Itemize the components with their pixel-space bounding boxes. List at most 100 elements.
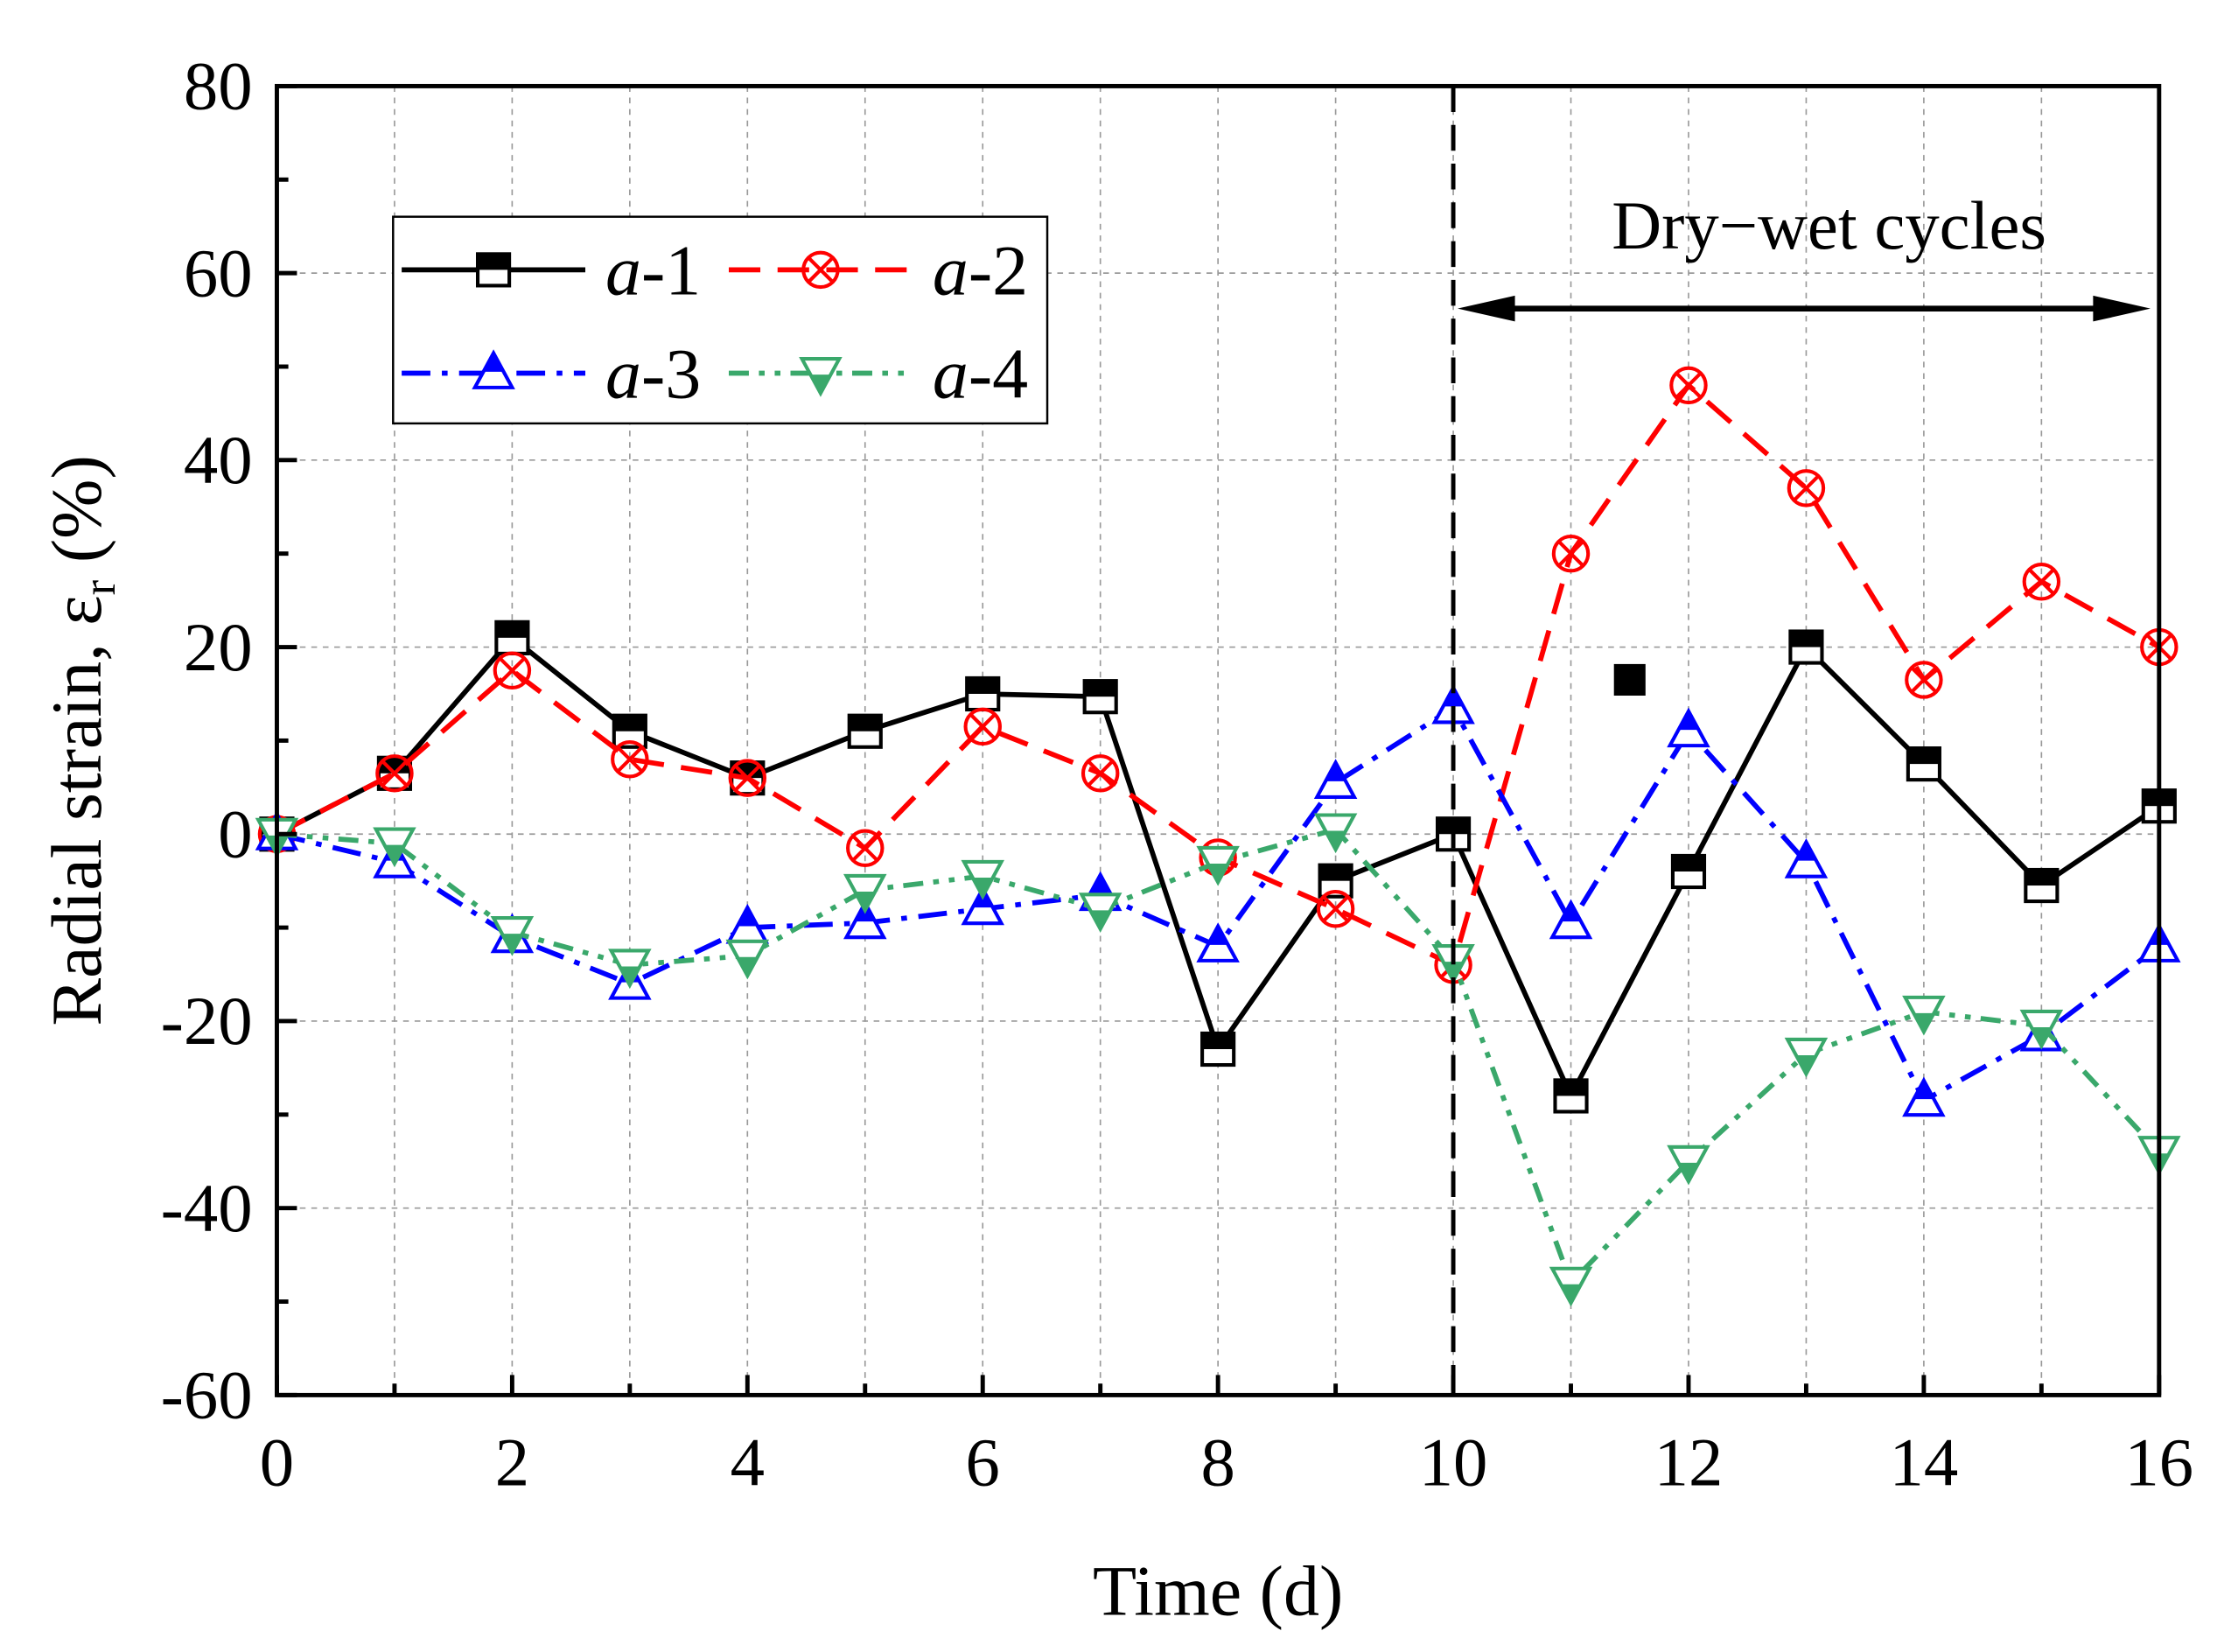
y-tick-label: 60	[184, 235, 253, 312]
legend-label-prefix: a	[605, 230, 641, 310]
data-point-a-4-fill	[1325, 830, 1346, 850]
legend-item-a-2: a-2	[728, 230, 1028, 310]
x-tick-label: 14	[1890, 1425, 1959, 1502]
data-point-a-4-fill	[501, 934, 522, 953]
data-point-a-1-fill	[613, 715, 646, 732]
x-tick-label: 6	[966, 1425, 1000, 1502]
data-point-a-1-fill	[2025, 869, 2058, 886]
data-point-a-2	[1787, 469, 1826, 508]
dry-wet-cycles-label: Dry−wet cycles	[1612, 188, 2046, 264]
y-tick-label: -20	[161, 984, 253, 1060]
y-axis-title-subscript: r	[74, 579, 125, 595]
legend-item-a-1: a-1	[402, 230, 701, 310]
x-tick-label: 8	[1200, 1425, 1234, 1502]
y-tick-label: 80	[184, 49, 253, 125]
legend-marker	[801, 250, 840, 290]
data-point-a-3-fill2	[1679, 710, 1698, 729]
legend-label-prefix: a	[605, 333, 641, 413]
y-axis-title-unit: (%)	[37, 455, 116, 563]
annotations: Dry−wet cycles	[1451, 86, 2151, 1396]
legend-label-suffix: -3	[641, 333, 701, 413]
legend-item-a-4: a-4	[728, 333, 1028, 413]
legend: a-1 a-2a-3 a-4	[392, 215, 1049, 425]
data-point-a-2	[493, 651, 532, 690]
data-point-a-1-fill	[1202, 1032, 1234, 1050]
legend-label: a-4	[933, 333, 1028, 413]
data-point-a-2	[1551, 534, 1591, 573]
x-tick-label: 0	[260, 1425, 294, 1502]
data-point-a-3-fill2	[1208, 926, 1227, 944]
data-point-a-2-x	[1323, 896, 1349, 922]
data-point-a-4-fill	[1443, 962, 1464, 981]
data-point-a-2	[1316, 890, 1355, 928]
data-point-a-1-fill	[378, 757, 410, 774]
y-axis-title: Radial strain, εr (%)	[37, 455, 125, 1026]
data-point-a-1-fill	[1084, 681, 1116, 697]
data-point-a-1-fill	[496, 621, 528, 638]
data-point-a-2-x	[1793, 475, 1820, 501]
y-tick-label: 0	[218, 796, 252, 872]
data-point-a-3-fill2	[1091, 874, 1110, 892]
legend-label-suffix: -2	[969, 230, 1028, 310]
legend-label: a-3	[605, 333, 701, 413]
arrow-left-head-icon	[1457, 295, 1515, 322]
legend-marker-x	[808, 256, 834, 283]
data-point-a-2-x	[1557, 541, 1584, 567]
data-point-a-2-x	[2028, 569, 2054, 595]
data-point-a-2-x	[734, 765, 760, 791]
data-point-a-3-fill2	[1325, 762, 1346, 780]
legend-marker-fill	[810, 374, 831, 394]
data-point-a-2-x	[1675, 372, 1702, 398]
data-point-a-3-fill2	[1561, 902, 1581, 920]
data-point-a-4-fill	[619, 966, 640, 985]
data-point-a-4-fill	[855, 892, 876, 911]
data-point-a-4-fill	[1090, 910, 1111, 929]
data-point-a-4-fill	[1678, 1162, 1699, 1182]
data-point-a-2-x	[1088, 760, 1114, 787]
legend-label: a-1	[605, 230, 701, 310]
data-point-a-2-x	[969, 713, 996, 739]
y-tick-label: 40	[184, 423, 253, 499]
data-point-a-1-fill	[1672, 855, 1705, 872]
data-point-a-3-fill2	[1914, 1080, 1934, 1098]
data-point-a-1-fill	[1790, 631, 1822, 648]
data-point-a-2	[1905, 661, 1943, 699]
data-point-a-4-fill	[972, 877, 993, 897]
data-point-a-3-fill2	[1796, 842, 1816, 860]
x-tick-label: 4	[731, 1425, 765, 1502]
data-point-a-1-fill	[849, 715, 881, 732]
data-point-a-4-fill	[384, 844, 405, 864]
y-tick-label: -40	[161, 1171, 253, 1247]
legend-label-suffix: -1	[641, 230, 701, 310]
data-point-a-2	[1081, 754, 1120, 793]
legend-label-suffix: -4	[969, 333, 1028, 413]
data-point-a-3-fill2	[1444, 688, 1463, 705]
data-point-a-4-fill	[2031, 1026, 2052, 1046]
data-point-a-2-x	[1911, 667, 1937, 693]
legend-label-prefix: a	[933, 230, 969, 310]
data-point-a-1-fill	[731, 762, 764, 779]
data-point-a-2	[963, 707, 1002, 746]
data-point-a-2-x	[617, 746, 643, 773]
data-point-a-2	[2022, 563, 2061, 601]
data-point-a-2	[1669, 366, 1708, 405]
data-point-a-1-fill	[1907, 748, 1940, 765]
x-tick-label: 16	[2124, 1425, 2193, 1502]
data-point-a-2	[611, 740, 649, 779]
x-tick-label: 10	[1419, 1425, 1488, 1502]
y-tick-label: -60	[161, 1358, 253, 1434]
x-axis-title: Time (d)	[1093, 1550, 1343, 1630]
data-point-a-2-x	[852, 835, 878, 861]
data-point-a-2	[375, 754, 414, 793]
legend-label-prefix: a	[933, 333, 969, 413]
legend-marker-fill2	[484, 353, 503, 371]
legend-marker-fill	[478, 254, 510, 270]
x-tick-label: 2	[495, 1425, 529, 1502]
data-point-a-2	[846, 829, 885, 868]
data-point-a-4-fill	[1795, 1055, 1816, 1074]
data-point-a-4-fill	[1207, 863, 1228, 883]
arrow-right-head-icon	[2093, 295, 2151, 322]
legend-label: a-2	[933, 230, 1028, 310]
data-point-a-4-fill	[1913, 1012, 1934, 1032]
stray-square-marker	[1613, 663, 1646, 696]
